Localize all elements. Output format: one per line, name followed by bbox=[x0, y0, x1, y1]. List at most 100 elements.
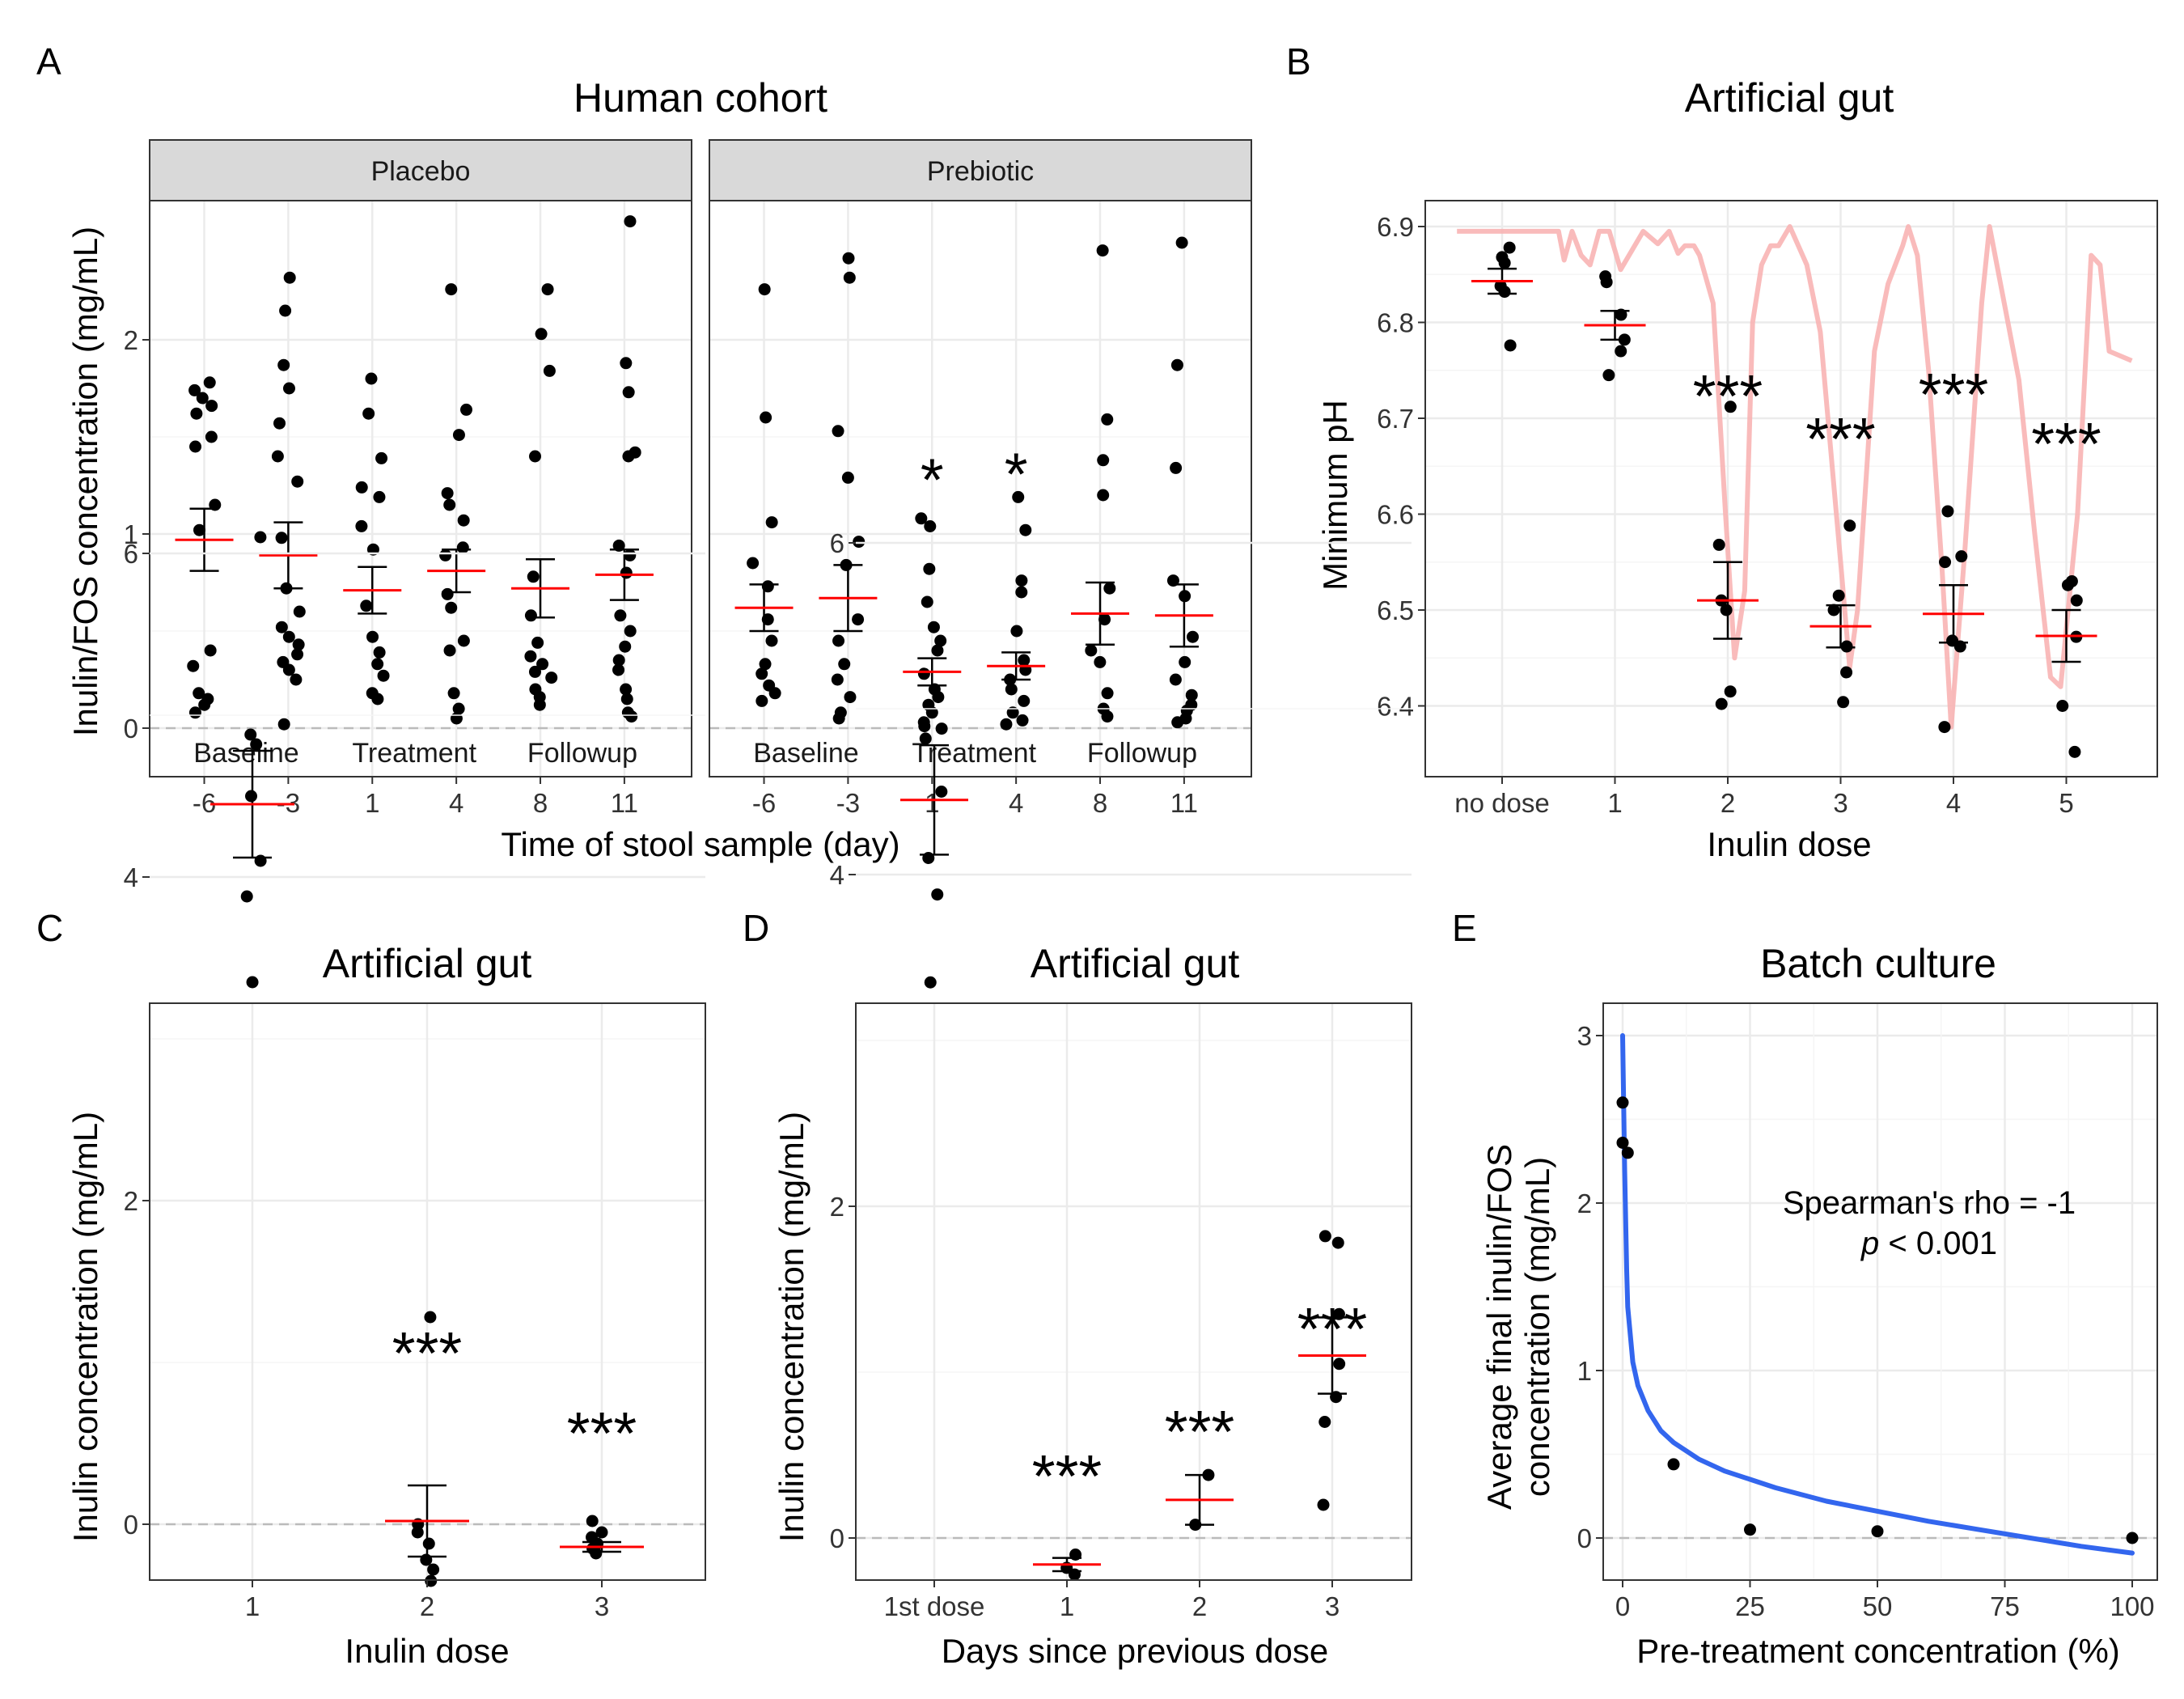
e-x-tick-label: 50 bbox=[1863, 1591, 1893, 1621]
data-point bbox=[452, 702, 465, 715]
data-point bbox=[543, 364, 556, 377]
facet-strip bbox=[149, 139, 692, 201]
panel-title-b: Artificial gut bbox=[1685, 75, 1894, 121]
a-x-tick-label: 8 bbox=[533, 788, 548, 818]
data-point bbox=[760, 411, 772, 424]
panel-title-a: Human cohort bbox=[574, 75, 827, 121]
b-x-tick-label: no dose bbox=[1454, 788, 1549, 818]
significance-stars: *** bbox=[392, 1320, 462, 1387]
data-point bbox=[277, 718, 290, 731]
b-y-tick-label: 6.7 bbox=[1377, 404, 1414, 434]
b-y-tick-label: 6.5 bbox=[1377, 595, 1414, 625]
data-point bbox=[457, 514, 470, 527]
data-point bbox=[1097, 489, 1110, 502]
data-point bbox=[1832, 589, 1845, 602]
d-y-tick-label: 2 bbox=[830, 1192, 844, 1222]
b-x-tick-label: 3 bbox=[1833, 788, 1848, 818]
panel-e: E Batch culture Spearman's rho = -1 p < 0… bbox=[1452, 907, 2158, 1670]
data-point bbox=[1724, 685, 1737, 698]
data-point bbox=[291, 648, 304, 661]
data-point bbox=[924, 976, 937, 989]
data-point bbox=[373, 646, 386, 659]
data-point bbox=[275, 621, 288, 633]
data-point bbox=[536, 658, 549, 671]
data-point bbox=[422, 1537, 435, 1550]
data-point bbox=[1005, 683, 1018, 696]
data-point bbox=[1096, 244, 1109, 257]
data-point bbox=[190, 407, 203, 420]
data-point bbox=[441, 487, 454, 500]
spearman-annotation: Spearman's rho = -1 bbox=[1783, 1185, 2076, 1221]
data-point bbox=[934, 634, 947, 647]
e-x-tick-label: 100 bbox=[2110, 1591, 2154, 1621]
data-point bbox=[282, 663, 295, 676]
a-x-tick-label: 1 bbox=[365, 788, 379, 818]
panel-b: B Artificial gut *** *** *** *** 6.4 6.5 6.6 6.… bbox=[1286, 40, 2158, 863]
data-point bbox=[282, 382, 295, 395]
data-point bbox=[620, 683, 633, 696]
data-point bbox=[456, 541, 469, 554]
data-point bbox=[245, 790, 258, 803]
significance-stars: *** bbox=[1693, 362, 1763, 430]
plot-frame bbox=[1602, 1002, 2158, 1581]
data-point bbox=[452, 429, 465, 442]
data-point bbox=[254, 531, 267, 544]
b-x-tick-label: 5 bbox=[2059, 788, 2073, 818]
data-point bbox=[1101, 687, 1114, 700]
data-point bbox=[292, 638, 305, 651]
data-point bbox=[205, 430, 218, 443]
data-point bbox=[246, 976, 259, 989]
data-point bbox=[619, 640, 632, 653]
data-point bbox=[2068, 745, 2081, 758]
phase-label: Treatment bbox=[912, 738, 1036, 769]
data-point bbox=[527, 570, 540, 583]
panel-title-e: Batch culture bbox=[1760, 941, 1996, 986]
panel-a: A Human cohort Placebo Baseline Treatment F… bbox=[36, 40, 1252, 863]
data-point bbox=[244, 728, 257, 741]
data-point bbox=[1010, 625, 1023, 638]
data-point bbox=[283, 271, 296, 284]
data-point bbox=[189, 440, 202, 453]
data-point bbox=[1097, 454, 1110, 467]
x-axis-title-a: Time of stool sample (day) bbox=[501, 825, 899, 863]
panel-letter-e: E bbox=[1452, 907, 1477, 949]
d-x-tick-label: 2 bbox=[1192, 1591, 1207, 1621]
c-y-tick-label: 0 bbox=[124, 1510, 138, 1540]
significance-stars: *** bbox=[1297, 1295, 1367, 1362]
plot-area-d: *** *** *** 0 2 4 6 1st dose 1 2 3 bbox=[830, 520, 1412, 1621]
data-point bbox=[1171, 716, 1184, 729]
data-point bbox=[2126, 1532, 2139, 1544]
panel-title-c: Artificial gut bbox=[323, 941, 532, 986]
data-point bbox=[529, 450, 542, 463]
data-point bbox=[279, 304, 292, 317]
data-point bbox=[622, 450, 635, 463]
data-point bbox=[843, 271, 856, 284]
d-y-tick-label: 4 bbox=[830, 860, 844, 890]
panel-c: C Artificial gut *** *** 0 2 4 6 1 2 3 Inulin do… bbox=[36, 531, 706, 1670]
c-x-tick-label: 2 bbox=[420, 1591, 434, 1621]
a-x-tick-label: 11 bbox=[1170, 788, 1198, 818]
data-point bbox=[620, 693, 633, 705]
data-point bbox=[1744, 1523, 1756, 1536]
facet-strip-label: Placebo bbox=[371, 156, 471, 187]
y-axis-title-a: Inulin/FOS concentration (mg/mL) bbox=[66, 227, 104, 736]
data-point bbox=[1827, 604, 1840, 616]
data-point bbox=[2061, 578, 2074, 591]
data-point bbox=[1843, 519, 1856, 532]
x-axis-title-e: Pre-treatment concentration (%) bbox=[1636, 1632, 2120, 1670]
data-point bbox=[1169, 673, 1182, 686]
data-point bbox=[853, 536, 866, 549]
data-point bbox=[915, 512, 928, 525]
data-point bbox=[271, 450, 284, 463]
x-axis-title-c: Inulin dose bbox=[345, 1632, 509, 1670]
data-point bbox=[756, 667, 768, 680]
data-point bbox=[524, 650, 537, 663]
data-point bbox=[282, 630, 295, 643]
data-point bbox=[360, 600, 373, 612]
plot-area-e: Spearman's rho = -1 p < 0.001 0 1 2 3 0 25 50 75 1… bbox=[1577, 1002, 2158, 1621]
phase-label: Followup bbox=[1087, 738, 1197, 769]
data-point bbox=[1016, 714, 1029, 727]
data-point bbox=[921, 595, 933, 608]
data-point bbox=[541, 283, 554, 296]
a-x-tick-label: -3 bbox=[836, 788, 860, 818]
